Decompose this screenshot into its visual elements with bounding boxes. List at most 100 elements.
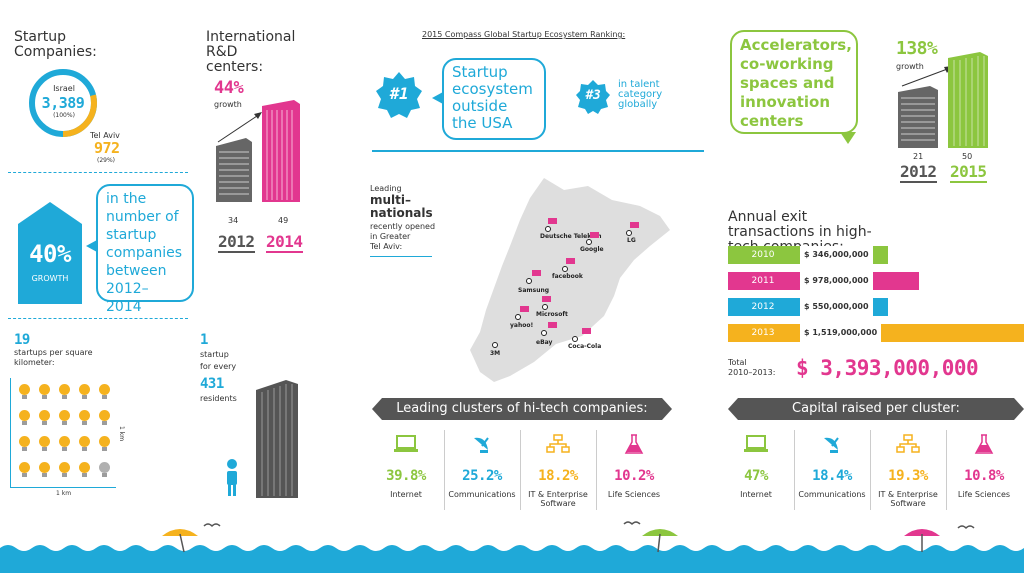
cluster-divider: [596, 430, 597, 510]
accelerators-value-2012: 21: [913, 152, 924, 161]
map-location-dot: [545, 226, 551, 232]
sea-decoration: [0, 521, 1024, 573]
growth-40-bubble: in the number of startup companies betwe…: [96, 184, 194, 315]
exit-bar-year: 2010: [751, 250, 775, 260]
rank3-value: #3: [585, 88, 601, 103]
exits-total-value: $ 3,393,000,000: [796, 356, 979, 380]
rnd-year-2014: 2014: [266, 232, 303, 253]
accelerators-building-2015: [948, 52, 988, 148]
telaviv-pct: (29%): [97, 157, 116, 164]
map-label-facebook: facebook: [552, 273, 583, 280]
map-location-dot: [526, 278, 532, 284]
rnd-year-2012: 2012: [218, 232, 255, 253]
map-location-dot: [572, 336, 578, 342]
accelerators-building-2012: [898, 86, 938, 148]
lightbulb-icon: [79, 436, 90, 451]
rank3-badge-icon: [576, 80, 610, 114]
accelerators-bubble: Accelerators, co-working spaces and inno…: [730, 30, 858, 134]
residents-desc-2: for every: [200, 362, 237, 371]
map-label-samsung: Samsung: [518, 287, 550, 294]
lightbulb-icon: [59, 436, 70, 451]
density-side-label: 1 km: [118, 426, 125, 442]
map-location-dot: [542, 304, 548, 310]
map-label-yahoo: yahoo!: [510, 322, 534, 329]
exit-bar-2011: 2011 $ 978,000,000: [728, 272, 919, 290]
map-label-deutsche-telekom: Deutsche Telekom: [540, 233, 602, 240]
growth-40-value: 40%: [29, 240, 71, 268]
map-location-dot: [515, 314, 521, 320]
map-label-3m: 3M: [490, 350, 501, 357]
satellite-dish-icon: [820, 434, 844, 454]
exit-bar-year: 2012: [751, 302, 775, 312]
map-location-dot: [562, 266, 568, 272]
map-location-dot: [586, 239, 592, 245]
clusters-banner: Leading clusters of hi-tech companies:: [372, 398, 672, 420]
telaviv-label: Tel Aviv: [90, 131, 120, 140]
network-icon: [896, 434, 920, 454]
tel-aviv-map: [470, 178, 670, 382]
lightbulb-icon: [19, 410, 30, 425]
lightbulb-icon: [19, 384, 30, 399]
cluster-label: Internet: [390, 490, 422, 499]
cluster-value: 18.4%: [812, 468, 852, 484]
lightbulb-icon: [39, 410, 50, 425]
rnd-value-2014: 49: [278, 216, 289, 225]
cluster-value: 39.8%: [386, 468, 426, 484]
lightbulb-icon: [19, 436, 30, 451]
cluster-label: Internet: [740, 490, 772, 499]
rank1-badge-icon: [376, 72, 422, 118]
map-label-lg: LG: [627, 237, 636, 244]
growth-house-shape: [18, 202, 82, 304]
multinationals-line3: nationals: [370, 206, 433, 220]
multinationals-line4: recently opened: [370, 222, 436, 231]
cluster-value: 47%: [744, 468, 768, 484]
lightbulb-icon: [59, 384, 70, 399]
cluster-divider: [520, 430, 521, 510]
map-pin: [520, 306, 529, 312]
accelerators-bubble-tail: [840, 132, 856, 144]
israel-value: 3,389: [41, 94, 85, 112]
residents-building: [227, 380, 298, 498]
rank1-value: #1: [389, 84, 409, 103]
exit-bar-amount: $ 978,000,000: [800, 272, 873, 290]
map-location-dot: [492, 342, 498, 348]
lightbulb-icon: [79, 384, 90, 399]
map-pin: [590, 232, 599, 238]
density-count: 19: [14, 332, 30, 348]
rnd-growth-pct: 44%: [214, 78, 244, 98]
rnd-growth-arrow-icon: [217, 112, 262, 143]
exit-bar-amount: $ 1,519,000,000: [800, 324, 882, 342]
growth-40-label: GROWTH: [31, 274, 69, 283]
cluster-value: 19.3%: [888, 468, 928, 484]
lightbulb-icon: [99, 462, 110, 477]
ranking-title: 2015 Compass Global Startup Ecosystem Ra…: [422, 30, 626, 39]
accelerators-year-2015: 2015: [950, 162, 987, 183]
accelerators-value-2015: 50: [962, 152, 973, 161]
israel-label: Israel: [53, 84, 75, 93]
exits-total-label-2: 2010–2013:: [728, 368, 776, 377]
accelerators-growth-label: growth: [896, 62, 924, 71]
accelerators-year-2012: 2012: [900, 162, 937, 183]
rank1-bubble-tail: [432, 92, 443, 104]
rnd-building-2014: [262, 100, 300, 202]
section-divider: [8, 172, 188, 173]
cluster-divider: [870, 430, 871, 510]
residents-count: 1: [200, 332, 208, 348]
map-pin: [566, 258, 575, 264]
cluster-divider: [444, 430, 445, 510]
laptop-icon: [394, 434, 418, 454]
capital-banner: Capital raised per cluster:: [728, 398, 1024, 420]
exit-bar-2012: 2012 $ 550,000,000: [728, 298, 888, 316]
accelerators-text: Accelerators, co-working spaces and inno…: [740, 36, 852, 130]
exit-bar-2013: 2013 $ 1,519,000,000: [728, 324, 1024, 342]
cluster-divider: [946, 430, 947, 510]
residents-desc-1: startup: [200, 350, 229, 359]
cluster-label: Life Sciences: [607, 490, 661, 499]
startup-donut-chart: [29, 69, 97, 137]
map-pin: [548, 218, 557, 224]
israel-pct: (100%): [53, 112, 75, 119]
density-desc: startups per square kilometer:: [14, 348, 93, 367]
density-grid: [10, 378, 116, 488]
cluster-value: 25.2%: [462, 468, 502, 484]
exit-bar-year: 2011: [751, 276, 775, 286]
